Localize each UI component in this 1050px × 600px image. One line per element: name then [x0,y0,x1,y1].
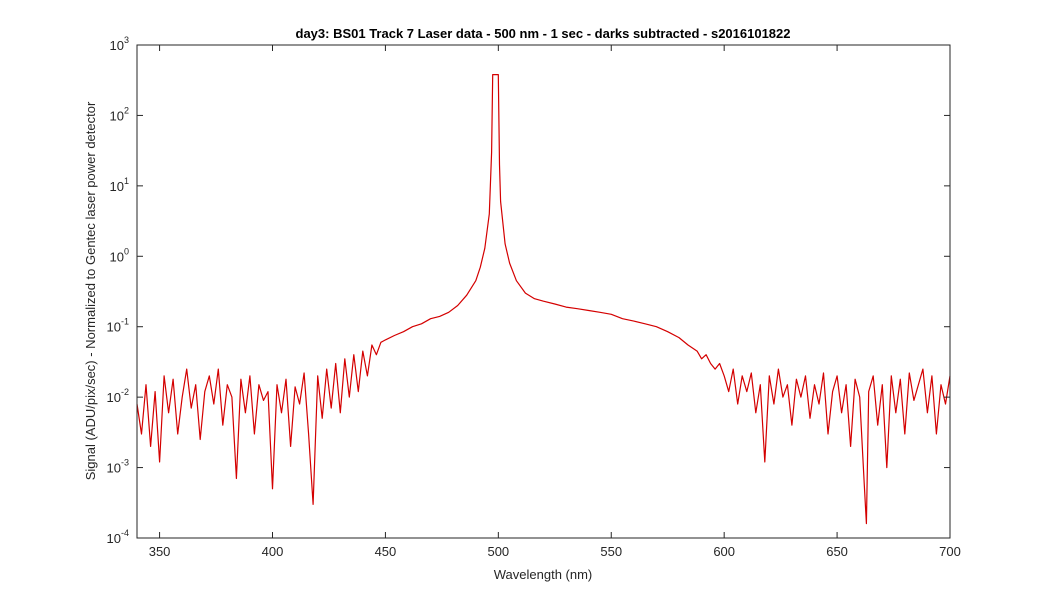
y-tick-label: 102 [110,105,129,123]
x-tick-label: 700 [939,544,961,559]
x-tick-label: 450 [375,544,397,559]
x-axis-label: Wavelength (nm) [494,567,593,582]
y-tick-label: 10-4 [107,528,129,546]
series-line [136,73,951,525]
x-tick-label: 600 [713,544,735,559]
x-tick-label: 500 [487,544,509,559]
y-tick-label: 100 [110,246,129,264]
y-tick-label: 103 [110,35,129,53]
x-tick-label: 350 [149,544,171,559]
x-tick-label: 650 [826,544,848,559]
plot-frame [136,44,951,539]
x-ticks: 350 400 450 500 550 600 650 700 [149,45,961,559]
x-tick-label: 550 [600,544,622,559]
chart-title: day3: BS01 Track 7 Laser data - 500 nm -… [296,26,791,41]
y-tick-label: 10-2 [107,387,129,405]
series-layer [136,73,951,525]
y-tick-label: 10-1 [107,317,129,335]
y-tick-label: 101 [110,176,129,194]
y-tick-label: 10-3 [107,458,129,476]
y-axis-label: Signal (ADU/pix/sec) - Normalized to Gen… [83,101,98,480]
plot-area-background [137,45,950,538]
y-ticks: 10-4 10-3 10-2 10-1 100 101 102 103 [107,35,950,546]
x-tick-label: 400 [262,544,284,559]
